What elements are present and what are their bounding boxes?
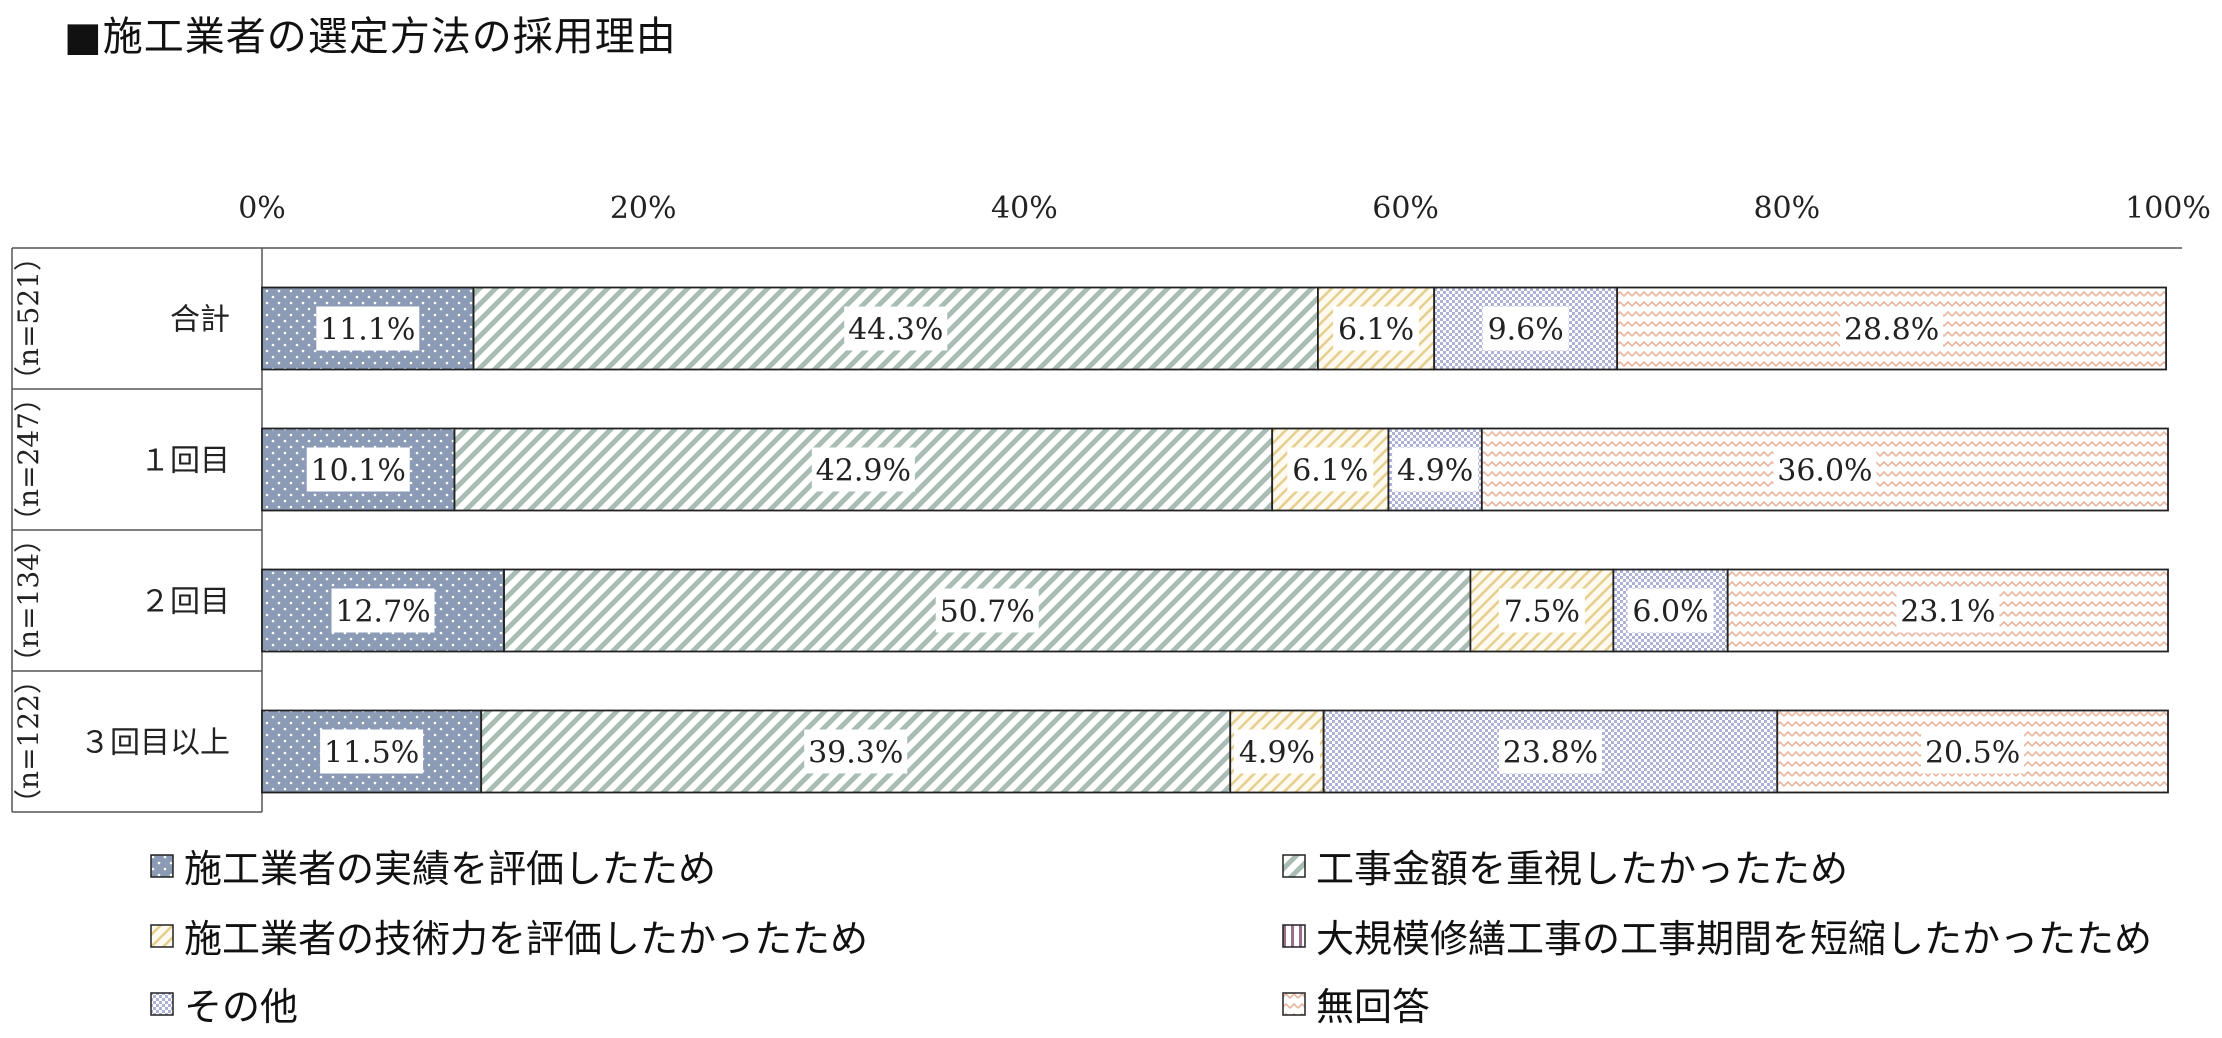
data-label: 12.7% bbox=[335, 595, 430, 630]
category-label: ２回目 bbox=[140, 585, 230, 620]
legend-item: 施工業者の実績を評価したため bbox=[150, 838, 716, 893]
legend-swatch bbox=[1282, 923, 1306, 948]
legend-swatch bbox=[1282, 991, 1306, 1016]
x-tick-label: 60% bbox=[1372, 191, 1439, 226]
data-label: 11.1% bbox=[320, 313, 415, 348]
data-label: 6.0% bbox=[1632, 595, 1708, 630]
data-label-background bbox=[811, 447, 915, 492]
data-label-background bbox=[1233, 729, 1320, 774]
data-label: 6.1% bbox=[1338, 313, 1414, 348]
x-tick-label: 100% bbox=[2125, 191, 2211, 226]
data-label-background bbox=[1498, 729, 1602, 774]
data-label-background bbox=[1392, 447, 1479, 492]
x-tick-label: 20% bbox=[610, 191, 677, 226]
data-label-background bbox=[935, 588, 1039, 633]
data-label-background bbox=[331, 588, 435, 633]
legend-item: その他 bbox=[150, 976, 298, 1031]
data-label-background bbox=[1840, 306, 1944, 351]
legend-label: 無回答 bbox=[1316, 985, 1431, 1029]
x-axis: 0% 20% 40% 60% 80% 100% bbox=[238, 191, 2211, 226]
sample-size-label: （n=521） bbox=[12, 243, 45, 394]
data-label: 4.9% bbox=[1397, 454, 1473, 489]
data-label: 7.5% bbox=[1504, 595, 1580, 630]
legend-item: 無回答 bbox=[1282, 976, 1430, 1031]
data-label: 20.5% bbox=[1925, 736, 2020, 771]
sample-size-label: （n=134） bbox=[12, 525, 45, 676]
x-tick-label: 0% bbox=[238, 191, 286, 226]
legend-label: 大規模修繕工事の工事期間を短縮したかったため bbox=[1316, 917, 2153, 961]
data-label: 23.1% bbox=[1900, 595, 1995, 630]
data-label: 36.0% bbox=[1777, 454, 1872, 489]
data-label-background bbox=[804, 729, 908, 774]
data-label-background bbox=[1896, 588, 2000, 633]
legend-swatch bbox=[150, 853, 174, 878]
data-label: 6.1% bbox=[1292, 454, 1368, 489]
data-label: 42.9% bbox=[816, 454, 911, 489]
data-label-background bbox=[316, 306, 420, 351]
data-label: 44.3% bbox=[848, 313, 943, 348]
data-label-background bbox=[306, 447, 410, 492]
legend-swatch bbox=[150, 923, 174, 948]
data-labels-group: 11.1% 44.3% 6.1% 9.6% 28.8% 10.1% 42.9% 6.1% 4.9… bbox=[306, 306, 2025, 774]
data-label-background bbox=[1773, 447, 1877, 492]
legend-item: 施工業者の技術力を評価したかったため bbox=[150, 908, 868, 963]
data-label: 9.6% bbox=[1488, 313, 1564, 348]
data-label-background bbox=[1498, 588, 1585, 633]
data-label-background bbox=[1287, 447, 1374, 492]
data-label-background bbox=[1921, 729, 2025, 774]
category-labels-group: 合計 （n=521） １回目 （n=247） ２回目 （n=134） ３回目以上 （n=122… bbox=[12, 243, 230, 817]
legend-item: 工事金額を重視したかったため bbox=[1282, 838, 1848, 893]
data-label: 28.8% bbox=[1844, 313, 1939, 348]
legend-swatch bbox=[150, 991, 174, 1016]
data-label-background bbox=[1482, 306, 1569, 351]
data-label-background bbox=[320, 729, 424, 774]
data-label: 10.1% bbox=[311, 454, 406, 489]
data-label: 50.7% bbox=[940, 595, 1035, 630]
category-label: １回目 bbox=[140, 444, 230, 479]
sample-size-label: （n=247） bbox=[12, 384, 45, 535]
data-label: 23.8% bbox=[1503, 736, 1598, 771]
x-tick-label: 40% bbox=[991, 191, 1058, 226]
data-label-background bbox=[1627, 588, 1714, 633]
legend-label: 工事金額を重視したかったため bbox=[1316, 847, 1849, 891]
legend-item: 大規模修繕工事の工事期間を短縮したかったため bbox=[1282, 908, 2152, 963]
data-label: 39.3% bbox=[808, 736, 903, 771]
category-label: ３回目以上 bbox=[80, 726, 230, 761]
legend-label: 施工業者の技術力を評価したかったため bbox=[184, 917, 869, 961]
legend-label: 施工業者の実績を評価したため bbox=[184, 847, 717, 891]
data-label: 4.9% bbox=[1239, 736, 1315, 771]
bars-group bbox=[261, 286, 2169, 794]
data-label: 11.5% bbox=[324, 736, 419, 771]
data-label-background bbox=[844, 306, 948, 351]
legend-swatch bbox=[1282, 853, 1306, 878]
category-label: 合計 bbox=[170, 303, 230, 338]
data-label-background bbox=[1333, 306, 1420, 351]
chart-title: ■施工業者の選定方法の採用理由 bbox=[64, 14, 677, 60]
x-tick-label: 80% bbox=[1753, 191, 1820, 226]
sample-size-label: （n=122） bbox=[12, 666, 45, 817]
legend-label: その他 bbox=[184, 985, 299, 1029]
